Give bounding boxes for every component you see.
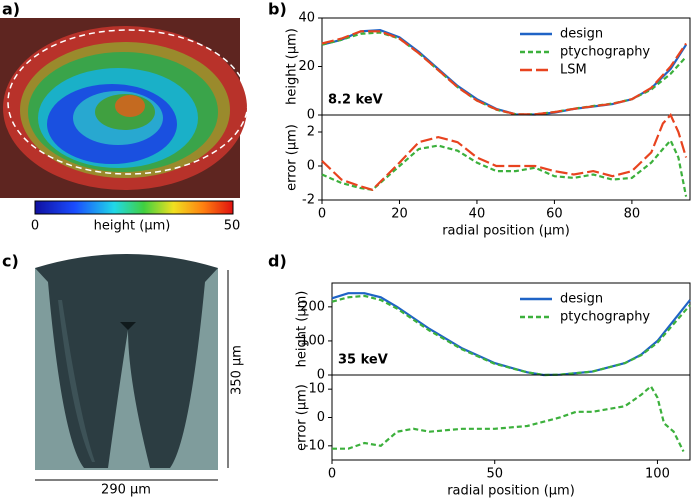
annotation: 35 keV: [338, 353, 388, 368]
y-tick-label: 0: [317, 368, 325, 383]
x-tick-label: 40: [469, 207, 486, 222]
y-axis-label: error (µm): [295, 384, 310, 451]
x-axis-label: radial position (µm): [447, 484, 575, 498]
lens-render: [0, 18, 249, 198]
legend-label: ptychography: [560, 45, 650, 60]
colorbar-label: height (µm): [94, 219, 171, 234]
series-line: [321, 30, 688, 116]
panel-label: b): [268, 0, 287, 19]
y-tick-label: 0: [307, 159, 315, 174]
y-axis-label: error (µm): [285, 124, 300, 191]
series-line: [321, 138, 688, 197]
series-line: [331, 294, 691, 377]
annotation: 8.2 keV: [328, 93, 383, 108]
panel-label: c): [2, 252, 19, 271]
axes-frame: [321, 114, 691, 201]
legend-label: design: [560, 292, 603, 307]
y-tick-label: 0: [307, 108, 315, 123]
x-tick-label: 60: [546, 207, 563, 222]
panel-label: a): [2, 0, 20, 19]
cone-render: [35, 254, 218, 470]
axes-frame: [331, 374, 691, 461]
series-line: [332, 384, 685, 452]
y-tick-label: 40: [298, 11, 315, 26]
x-tick-label: 20: [391, 207, 408, 222]
colorbar: [34, 200, 234, 215]
panel-label: d): [268, 252, 287, 271]
legend-label: LSM: [560, 63, 587, 78]
y-tick-label: 100: [300, 333, 325, 348]
y-tick-label: 20: [298, 59, 315, 74]
x-tick-label: 80: [624, 207, 641, 222]
x-tick-label: 0: [328, 467, 336, 482]
series-line: [321, 113, 688, 192]
dimension-label: 290 µm: [101, 483, 151, 498]
y-tick-label: -2: [302, 193, 315, 208]
y-axis-label: height (µm): [295, 291, 310, 368]
x-tick-label: 100: [645, 467, 670, 482]
y-axis-label: height (µm): [285, 28, 300, 105]
x-axis-label: radial position (µm): [442, 224, 570, 239]
legend-label: ptychography: [560, 310, 650, 325]
y-tick-label: 2: [307, 125, 315, 140]
colorbar-tick: 0: [31, 219, 39, 234]
dimension-label: 350 µm: [230, 345, 245, 395]
x-tick-label: 0: [318, 207, 326, 222]
x-tick-label: 50: [486, 467, 503, 482]
colorbar-tick: 50: [224, 219, 241, 234]
y-tick-label: -10: [304, 438, 325, 453]
legend-label: design: [560, 27, 603, 42]
y-tick-label: 200: [300, 299, 325, 314]
y-tick-label: 10: [308, 382, 325, 397]
y-tick-label: 0: [317, 410, 325, 425]
